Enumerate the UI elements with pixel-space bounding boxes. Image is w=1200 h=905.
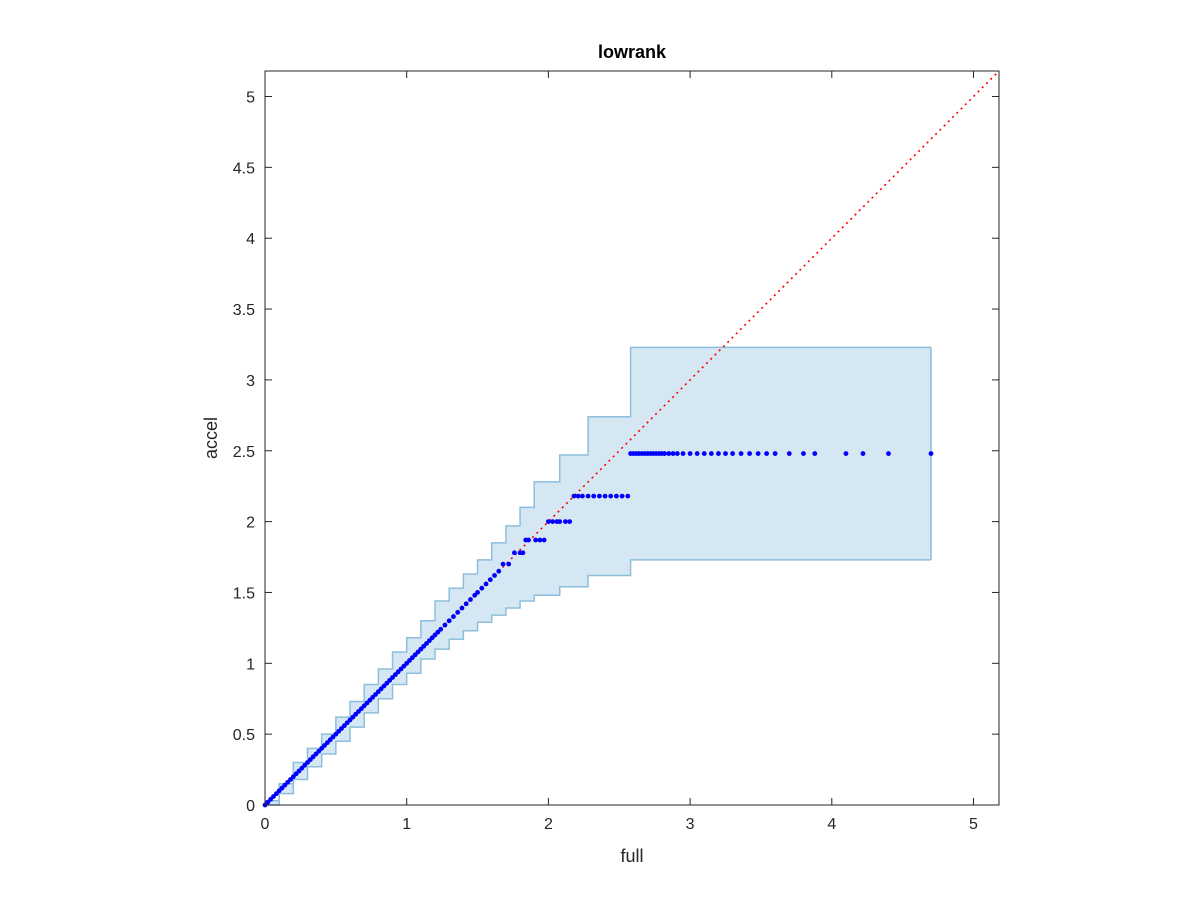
data-point — [723, 451, 728, 456]
data-point — [597, 493, 602, 499]
data-point — [475, 590, 480, 595]
data-point — [479, 585, 485, 591]
data-point — [463, 601, 469, 607]
data-point — [492, 573, 497, 578]
data-point — [468, 597, 473, 602]
data-point — [567, 519, 573, 525]
data-point — [483, 581, 489, 587]
y-tick-label: 4 — [246, 231, 255, 248]
data-point — [812, 451, 818, 456]
confidence-band-layer — [265, 346, 932, 806]
data-point — [446, 618, 452, 624]
data-point — [545, 519, 551, 525]
band-upper-edge — [265, 346, 931, 802]
y-tick-label: 4.5 — [233, 160, 255, 177]
data-point — [701, 451, 707, 456]
y-tick-label: 2 — [246, 515, 255, 532]
ticks-layer: 0 1 2 3 4 5 0 0.5 1 1.5 2 2.5 3 3.5 4 4.5 5 — [233, 71, 999, 833]
x-tick-label: 1 — [402, 816, 411, 833]
data-point — [438, 626, 444, 632]
data-point — [526, 537, 531, 543]
data-point — [563, 519, 568, 525]
data-point — [459, 605, 465, 611]
data-point — [550, 519, 556, 525]
data-point — [619, 493, 625, 499]
data-point — [591, 493, 597, 499]
y-tick-label: 3 — [246, 373, 255, 390]
data-point — [747, 451, 753, 456]
reference-line-layer — [264, 70, 1000, 806]
x-axis-label: full — [620, 846, 643, 866]
data-point — [680, 451, 686, 456]
data-point — [674, 451, 680, 456]
data-point — [755, 451, 761, 456]
x-tick-label: 0 — [261, 816, 270, 833]
data-point — [843, 451, 849, 456]
data-point — [694, 451, 700, 456]
data-point — [575, 493, 581, 499]
data-point — [886, 451, 891, 456]
y-tick-label: 0 — [246, 798, 255, 815]
data-point — [662, 451, 667, 456]
y-tick-label: 3.5 — [233, 302, 255, 319]
data-point — [580, 493, 585, 499]
reference-line — [264, 70, 1000, 806]
data-point — [571, 493, 577, 499]
axes-box — [264, 70, 1000, 806]
chart-title: lowrank — [598, 42, 667, 62]
data-point — [442, 622, 448, 628]
y-tick-label: 5 — [246, 90, 255, 107]
data-point — [496, 568, 502, 574]
data-point — [537, 537, 543, 543]
data-points-layer — [262, 451, 934, 808]
x-tick-label: 4 — [827, 816, 836, 833]
data-point — [764, 451, 770, 456]
y-tick-label: 0.5 — [233, 727, 255, 744]
data-point — [520, 550, 526, 556]
x-tick-label: 3 — [686, 816, 695, 833]
data-point — [730, 451, 736, 456]
data-point — [451, 614, 456, 619]
data-point — [772, 451, 778, 456]
data-point — [614, 493, 619, 499]
data-point — [541, 537, 547, 543]
data-point — [602, 493, 608, 499]
data-point — [608, 493, 614, 499]
band-fill — [265, 347, 931, 805]
data-point — [687, 451, 693, 456]
data-point — [506, 561, 512, 567]
data-point — [801, 451, 806, 456]
data-point — [738, 451, 744, 456]
data-point — [585, 493, 591, 499]
axes-layer — [264, 70, 1000, 806]
y-axis-label: accel — [201, 417, 221, 459]
y-tick-label: 2.5 — [233, 444, 255, 461]
x-tick-label: 2 — [544, 816, 553, 833]
data-point — [786, 451, 792, 456]
data-point — [500, 561, 506, 567]
data-point — [511, 550, 517, 556]
data-point — [666, 451, 672, 456]
y-tick-label: 1.5 — [233, 585, 255, 602]
x-tick-label: 5 — [969, 816, 978, 833]
data-point — [860, 451, 866, 456]
data-point — [716, 451, 721, 456]
data-point — [928, 451, 934, 456]
y-tick-label: 1 — [246, 656, 255, 673]
data-point — [557, 519, 563, 525]
data-point — [455, 609, 461, 615]
data-point — [708, 451, 714, 456]
data-point — [487, 577, 493, 583]
data-point — [533, 537, 539, 543]
data-point — [670, 451, 676, 456]
data-point — [625, 493, 631, 499]
band-lower-edge — [265, 559, 931, 806]
